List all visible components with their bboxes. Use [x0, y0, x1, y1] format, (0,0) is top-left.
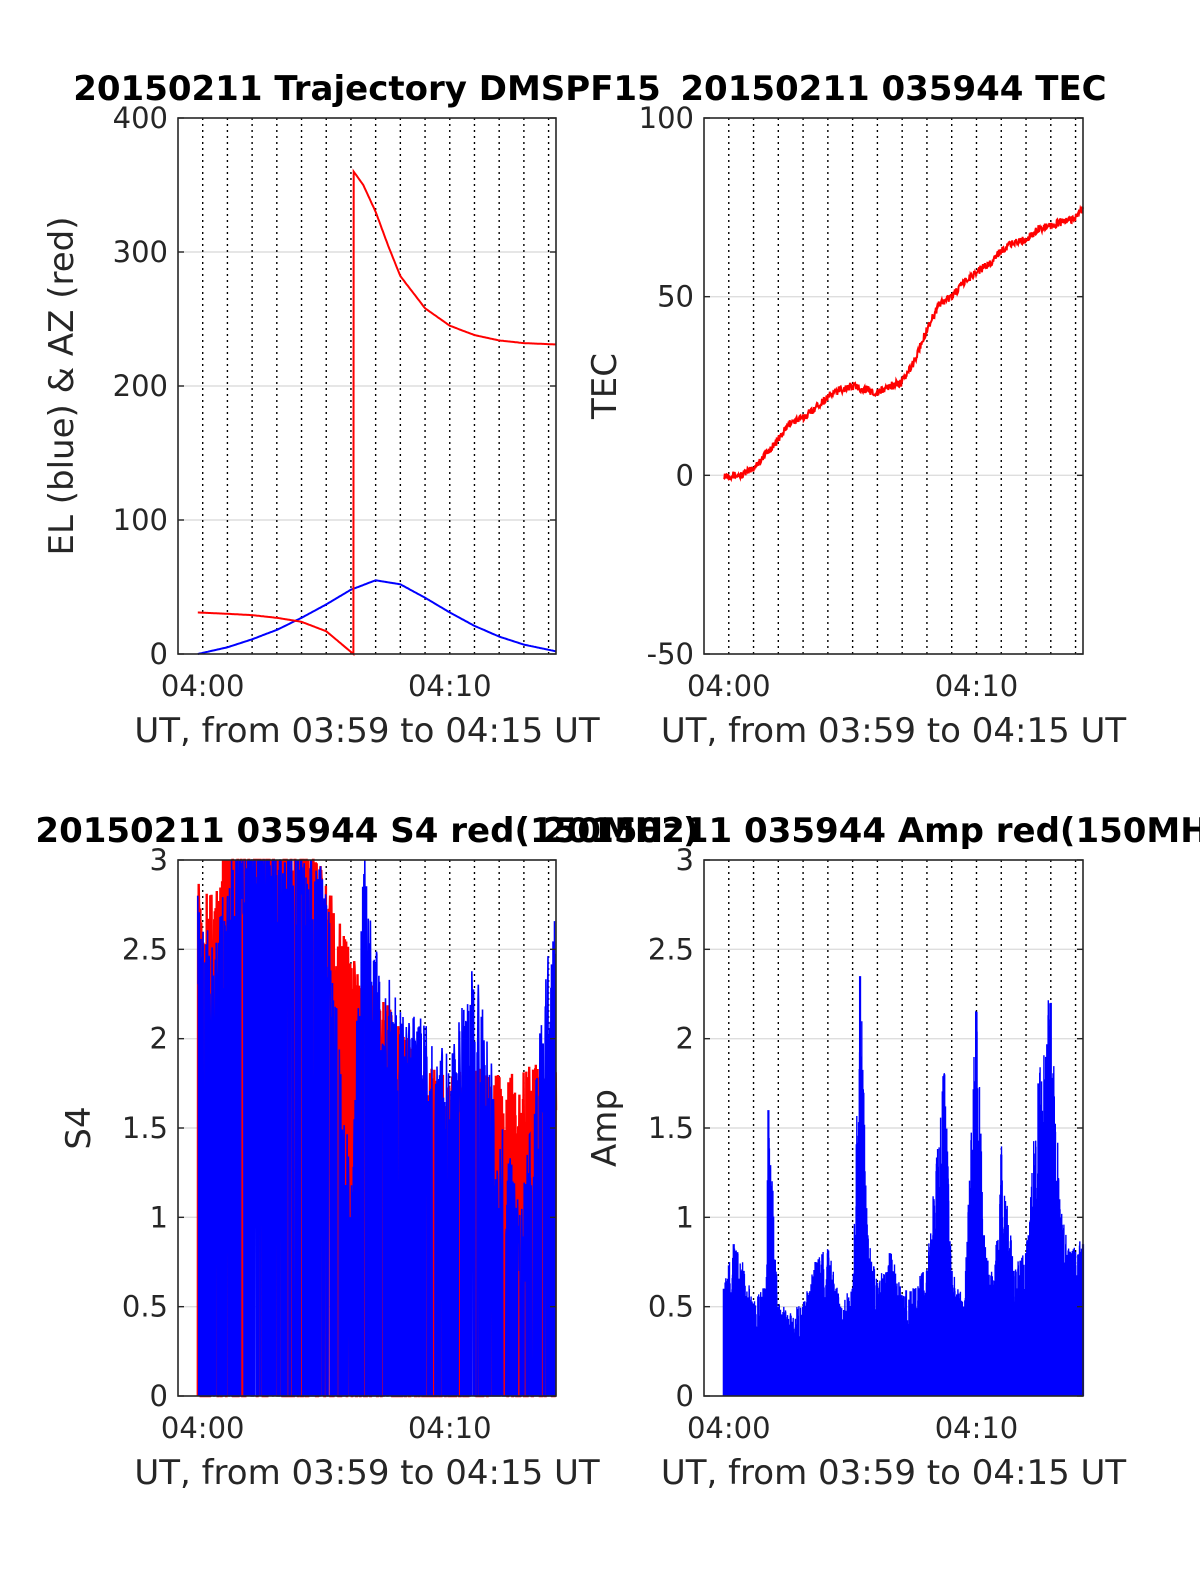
y-tick-label: 2: [676, 1022, 694, 1056]
tick-labels: 0 0.5 1 1.5 2 2.5 3 04:00 04:10: [122, 843, 556, 1445]
x-axis-label: UT, from 03:59 to 04:15 UT: [134, 1453, 600, 1493]
y-tick-label: 0.5: [122, 1290, 168, 1324]
series-line: [197, 168, 557, 657]
y-tick-label: 0: [676, 1379, 694, 1413]
y-tick-label: 50: [657, 280, 694, 314]
plot-area: [704, 860, 1085, 1396]
chart-title: 20150211 035944 TEC: [680, 69, 1106, 109]
y-tick-label: 2.5: [648, 932, 694, 966]
x-tick-label: 04:00: [687, 669, 771, 703]
y-tick-label: 0: [150, 1379, 168, 1413]
y-tick-label: -50: [647, 637, 694, 671]
x-tick-label: 04:10: [408, 669, 492, 703]
tick-labels: 0 100 200 300 400 04:00 04:10: [113, 101, 556, 703]
plot-area: [178, 118, 557, 657]
axes-frame: [703, 117, 1084, 655]
y-axis-label: TEC: [585, 353, 625, 420]
x-tick-label: 04:10: [408, 1411, 492, 1445]
chart-title: 20150211 Trajectory DMSPF15: [73, 69, 661, 109]
chart-title: 20150211 035944 Amp red(150MHz): [543, 811, 1200, 851]
y-tick-label: 1.5: [648, 1111, 694, 1145]
x-tick-label: 04:00: [161, 1411, 245, 1445]
series-line: [723, 204, 1084, 483]
y-tick-label: 3: [676, 843, 694, 877]
y-axis-label: S4: [59, 1106, 99, 1149]
tick-labels: 0 0.5 1 1.5 2 2.5 3 04:00 04:10: [648, 843, 1083, 1445]
plot-area: [178, 858, 558, 1398]
y-axis-label: EL (blue) & AZ (red): [42, 216, 82, 555]
panel-s4: 0 0.5 1 1.5 2 2.5 3 04:00 04:10 20150211 035944 …: [35, 811, 698, 1493]
x-tick-label: 04:00: [687, 1411, 771, 1445]
chart-title: 20150211 035944 S4 red(150MHz): [35, 811, 698, 851]
y-tick-label: 1: [150, 1200, 168, 1234]
y-tick-label: 0.5: [648, 1290, 694, 1324]
x-tick-label: 04:10: [935, 669, 1019, 703]
y-tick-label: 300: [113, 235, 168, 269]
series-line: [197, 579, 557, 655]
x-tick-label: 04:00: [161, 669, 245, 703]
x-tick-label: 04:10: [935, 1411, 1019, 1445]
y-tick-label: 0: [676, 458, 694, 492]
panel-amp: 0 0.5 1 1.5 2 2.5 3 04:00 04:10 20150211 035944 …: [543, 811, 1200, 1493]
x-axis-label: UT, from 03:59 to 04:15 UT: [134, 711, 600, 751]
y-tick-label: 3: [150, 843, 168, 877]
y-tick-label: 0: [150, 637, 168, 671]
y-tick-label: 100: [639, 101, 694, 135]
plot-area: [704, 118, 1084, 654]
y-tick-label: 2: [150, 1022, 168, 1056]
x-axis-label: UT, from 03:59 to 04:15 UT: [661, 711, 1127, 751]
y-tick-label: 2.5: [122, 932, 168, 966]
y-tick-label: 100: [113, 503, 168, 537]
y-tick-label: 200: [113, 369, 168, 403]
y-tick-label: 1: [676, 1200, 694, 1234]
x-axis-label: UT, from 03:59 to 04:15 UT: [661, 1453, 1127, 1493]
y-tick-label: 400: [113, 101, 168, 135]
tick-labels: -50 0 50 100 04:00 04:10: [639, 101, 1083, 703]
panel-trajectory: 0 100 200 300 400 04:00 04:10 20150211 Traject…: [42, 69, 661, 751]
y-tick-label: 1.5: [122, 1111, 168, 1145]
y-axis-label: Amp: [585, 1089, 625, 1167]
